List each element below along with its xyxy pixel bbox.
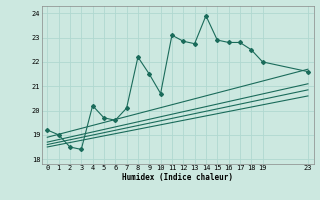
X-axis label: Humidex (Indice chaleur): Humidex (Indice chaleur) [122,173,233,182]
